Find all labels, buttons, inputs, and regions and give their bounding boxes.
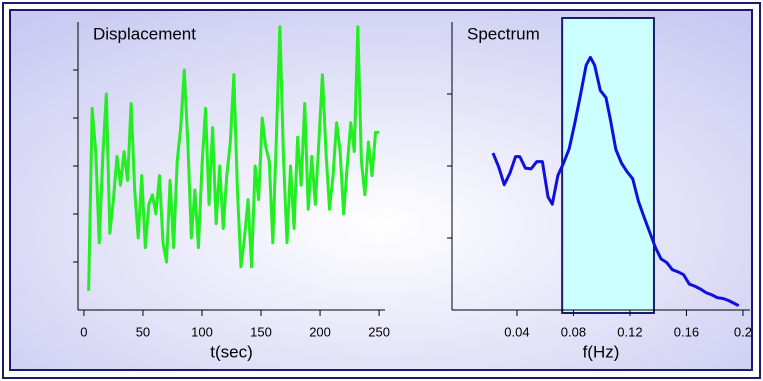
data-line [491,55,740,308]
x-tick-label: 0.04 [504,324,529,339]
x-tick-label: 0.16 [674,324,699,339]
x-tick-label: 200 [309,324,331,339]
x-tick-label: 0.12 [617,324,642,339]
x-axis-label: f(Hz) [583,342,620,361]
chart-title: Spectrum [467,24,540,43]
x-axis-label: t(sec) [210,342,253,361]
x-tick-label: 0.2 [734,324,752,339]
x-tick-label: 250 [368,324,390,339]
x-tick-label: 0 [80,324,87,339]
x-tick-label: 150 [250,324,272,339]
x-tick-label: 100 [191,324,213,339]
highlight-band [561,17,655,314]
data-line [87,25,380,291]
x-tick-label: 0.08 [561,324,586,339]
x-tick-label: 50 [136,324,150,339]
chart-title: Displacement [93,24,196,43]
